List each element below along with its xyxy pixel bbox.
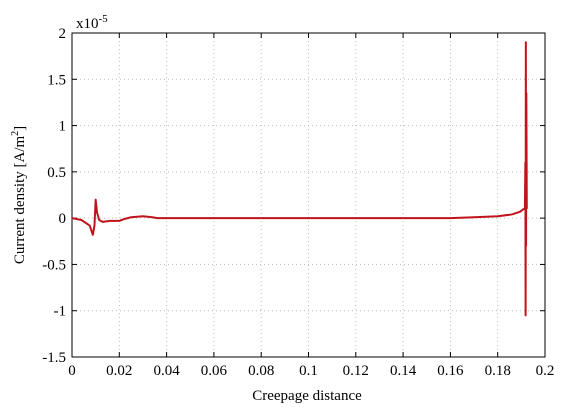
- ticks-layer: 0 0.02 0.04 0.06 0.08 0.1 0.12 0.14 0.16 0.18 0.2 -…: [42, 26, 554, 379]
- y-axis-title: Current density [A/m2]: [10, 126, 28, 264]
- y-tick-label: 0.5: [47, 165, 66, 181]
- x-axis-title: Creepage distance: [252, 388, 362, 404]
- y-tick-label: -1: [54, 304, 67, 320]
- y-exponent-label: x10-5: [76, 13, 108, 32]
- y-tick-label: 2: [59, 26, 67, 42]
- x-tick-label: 0.12: [343, 363, 369, 379]
- x-tick-label: 0.06: [201, 363, 228, 379]
- x-tick-label: 0.14: [390, 363, 417, 379]
- y-tick-label: 1: [59, 119, 67, 135]
- y-tick-label: 0: [59, 211, 67, 227]
- y-tick-label: -0.5: [42, 257, 66, 273]
- x-tick-label: 0.08: [248, 363, 274, 379]
- x-tick-label: 0.04: [153, 363, 180, 379]
- y-tick-label: -1.5: [42, 350, 66, 366]
- grid-layer: [72, 33, 545, 357]
- x-tick-label: 0.02: [106, 363, 132, 379]
- x-tick-label: 0.1: [299, 363, 318, 379]
- x-tick-label: 0.18: [485, 363, 511, 379]
- x-tick-label: 0: [68, 363, 76, 379]
- y-tick-label: 1.5: [47, 72, 66, 88]
- x-tick-label: 0.2: [536, 363, 555, 379]
- x-tick-label: 0.16: [437, 363, 464, 379]
- series-line: [71, 41, 528, 317]
